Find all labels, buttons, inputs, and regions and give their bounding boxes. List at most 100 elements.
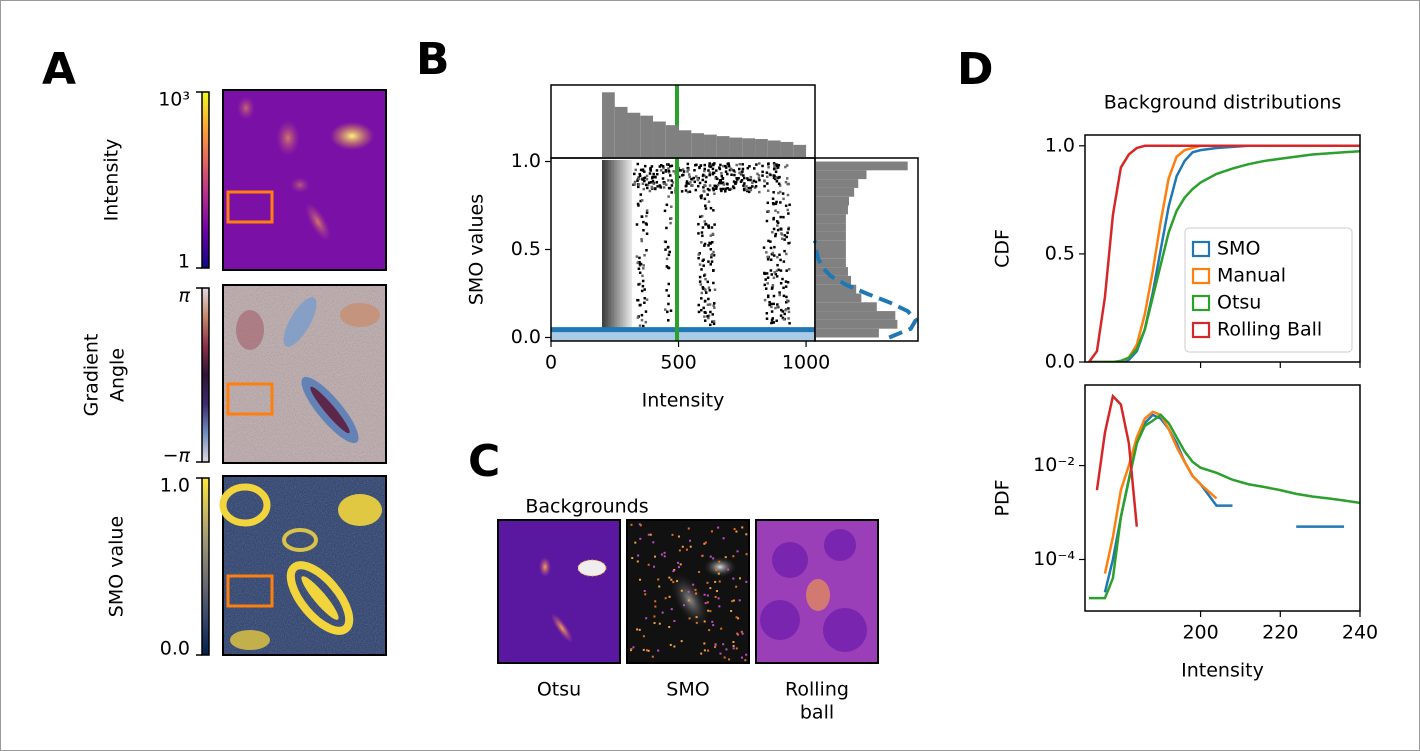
density-cell: [711, 226, 714, 229]
density-cell: [726, 173, 729, 176]
density-cell: [642, 285, 645, 288]
hist-bar: [781, 142, 794, 158]
density-cell: [710, 165, 713, 168]
density-cell: [667, 179, 670, 182]
texture-dot: [723, 537, 725, 539]
density-cell: [686, 182, 689, 185]
texture-dot: [664, 552, 666, 554]
texture-dot: [732, 641, 734, 643]
density-cell: [714, 288, 717, 291]
hist-bar: [640, 116, 653, 158]
density-cell: [708, 286, 711, 289]
density-cell: [611, 160, 613, 339]
texture-dot: [702, 555, 704, 557]
density-cell: [781, 237, 784, 240]
density-cell: [604, 160, 606, 339]
density-cell: [770, 259, 773, 262]
hist-bar: [691, 133, 704, 158]
density-cell: [766, 220, 769, 223]
density-cell: [773, 277, 776, 280]
density-cell: [697, 179, 700, 182]
density-cell: [782, 310, 785, 313]
hist-bar: [679, 130, 692, 158]
texture-dot: [658, 586, 660, 588]
density-cell: [786, 299, 789, 302]
density-cell: [782, 198, 785, 201]
density-cell: [668, 170, 671, 173]
density-cell: [711, 253, 714, 256]
density-cell: [702, 260, 705, 263]
density-cell: [780, 282, 783, 285]
density-cell: [756, 173, 759, 176]
hist-bar: [615, 107, 628, 158]
density-cell: [701, 235, 704, 238]
density-cell: [641, 216, 644, 219]
density-cell: [778, 291, 781, 294]
density-cell: [721, 177, 724, 180]
density-cell: [663, 186, 666, 189]
density-cell: [772, 284, 775, 287]
texture-dot: [672, 570, 674, 572]
density-cell: [707, 304, 710, 307]
density-cell: [649, 190, 652, 193]
density-cell: [775, 319, 778, 322]
density-cell: [704, 300, 707, 303]
density-cell: [761, 165, 764, 168]
texture-dot: [711, 621, 713, 623]
density-cell: [775, 201, 778, 204]
density-cell: [768, 304, 771, 307]
density-cell: [783, 260, 786, 263]
x-tick-label: 200: [1182, 622, 1218, 644]
hist-bar: [602, 92, 615, 158]
x-tick-label: 1000: [782, 352, 830, 374]
density-cell: [667, 246, 670, 249]
density-cell: [707, 298, 710, 301]
density-cell: [779, 216, 782, 219]
density-cell: [785, 205, 788, 208]
hist-bar: [793, 145, 806, 158]
texture-dot: [735, 531, 737, 533]
texture-dot: [734, 528, 736, 530]
density-cell: [668, 283, 671, 286]
density-cell: [685, 189, 688, 192]
texture-dot: [654, 606, 656, 608]
texture-dot: [654, 556, 656, 558]
density-cell: [785, 296, 788, 299]
texture-dot: [644, 590, 646, 592]
density-cell: [783, 250, 786, 253]
density-cell: [771, 231, 774, 234]
density-cell: [763, 246, 766, 249]
density-cell: [776, 275, 779, 278]
density-cell: [707, 244, 710, 247]
density-cell: [646, 178, 649, 181]
density-cell: [656, 173, 659, 176]
density-cell: [779, 259, 782, 262]
texture-dot: [736, 647, 738, 649]
density-cell: [773, 175, 776, 178]
density-cell: [669, 222, 672, 225]
density-cell: [666, 258, 669, 261]
texture-dot: [700, 653, 702, 655]
density-cell: [702, 307, 705, 310]
density-cell: [668, 294, 671, 297]
density-cell: [694, 164, 697, 167]
hist-bar: [730, 138, 743, 158]
texture-dot: [639, 579, 641, 581]
density-cell: [701, 231, 704, 234]
x-tick-label: 500: [660, 352, 696, 374]
density-cell: [785, 236, 788, 239]
texture-dot: [722, 643, 724, 645]
texture-dot: [653, 566, 655, 568]
density-cell: [623, 160, 625, 339]
density-cell: [617, 160, 619, 339]
density-cell: [709, 311, 712, 314]
density-cell: [711, 241, 714, 244]
density-cell: [719, 164, 722, 167]
density-cell: [703, 184, 706, 187]
colorbar: [202, 92, 209, 268]
density-cell: [668, 267, 671, 270]
density-cell: [771, 310, 774, 313]
density-cell: [629, 160, 631, 339]
density-cell: [738, 172, 741, 175]
density-cell: [773, 271, 776, 274]
